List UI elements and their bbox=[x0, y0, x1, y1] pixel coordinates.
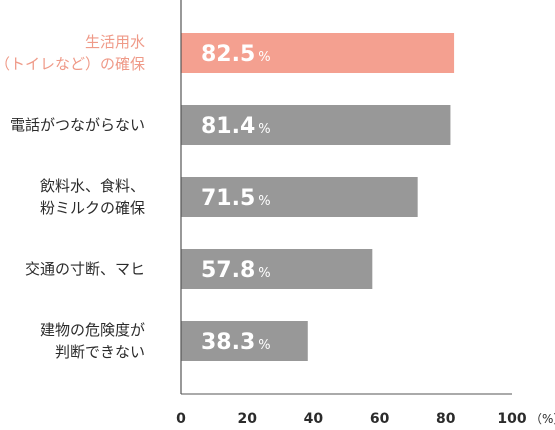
bar-value-number: 82.5 bbox=[201, 42, 255, 67]
category-label-line: 交通の寸断、マヒ bbox=[25, 260, 145, 278]
x-tick-label-40: 40 bbox=[304, 411, 324, 427]
category-label-4: 交通の寸断、マヒ bbox=[25, 260, 145, 278]
bar-value-unit: % bbox=[258, 194, 270, 209]
bar-1 bbox=[181, 33, 455, 73]
category-label-3: 飲料水、食料、粉ミルクの確保 bbox=[40, 177, 145, 217]
category-label-2: 電話がつながらない bbox=[10, 116, 145, 134]
bar-value-unit: % bbox=[258, 122, 270, 137]
bar-value-unit: % bbox=[258, 338, 270, 353]
bar-value-number: 57.8 bbox=[201, 258, 255, 283]
bar-3 bbox=[181, 177, 418, 217]
category-label-line: 判断できない bbox=[55, 343, 145, 361]
category-label-line: 建物の危険度が bbox=[40, 321, 145, 339]
bar-value-label-3: 71.5% bbox=[201, 186, 271, 211]
category-label-line: 電話がつながらない bbox=[10, 116, 145, 134]
bar-5 bbox=[181, 321, 308, 361]
category-label-line: （トイレなど）の確保 bbox=[0, 55, 145, 73]
category-label-5: 建物の危険度が判断できない bbox=[40, 321, 145, 361]
x-unit-label: （%） bbox=[530, 412, 555, 426]
bar-2 bbox=[181, 105, 451, 145]
bar-value-label-1: 82.5% bbox=[201, 42, 271, 67]
bar-value-label-4: 57.8% bbox=[201, 258, 271, 283]
bar-value-unit: % bbox=[258, 50, 270, 65]
bar-value-label-5: 38.3% bbox=[201, 330, 271, 355]
x-tick-label-20: 20 bbox=[237, 411, 257, 427]
bar-value-number: 38.3 bbox=[201, 330, 255, 355]
category-label-1: 生活用水 （トイレなど）の確保 bbox=[0, 33, 145, 73]
x-tick-label-80: 80 bbox=[436, 411, 456, 427]
x-tick-label-0: 0 bbox=[176, 411, 186, 427]
category-label-line: 粉ミルクの確保 bbox=[40, 199, 145, 217]
x-tick-label-60: 60 bbox=[370, 411, 390, 427]
bar-value-number: 81.4 bbox=[201, 114, 255, 139]
x-tick-label-100: 100 bbox=[497, 411, 526, 427]
bar-value-number: 71.5 bbox=[201, 186, 255, 211]
category-label-line: 生活用水 bbox=[85, 33, 145, 51]
bar-value-unit: % bbox=[258, 266, 270, 281]
bar-value-label-2: 81.4% bbox=[201, 114, 271, 139]
bar-4 bbox=[181, 249, 373, 289]
category-label-line: 飲料水、食料、 bbox=[40, 177, 145, 195]
